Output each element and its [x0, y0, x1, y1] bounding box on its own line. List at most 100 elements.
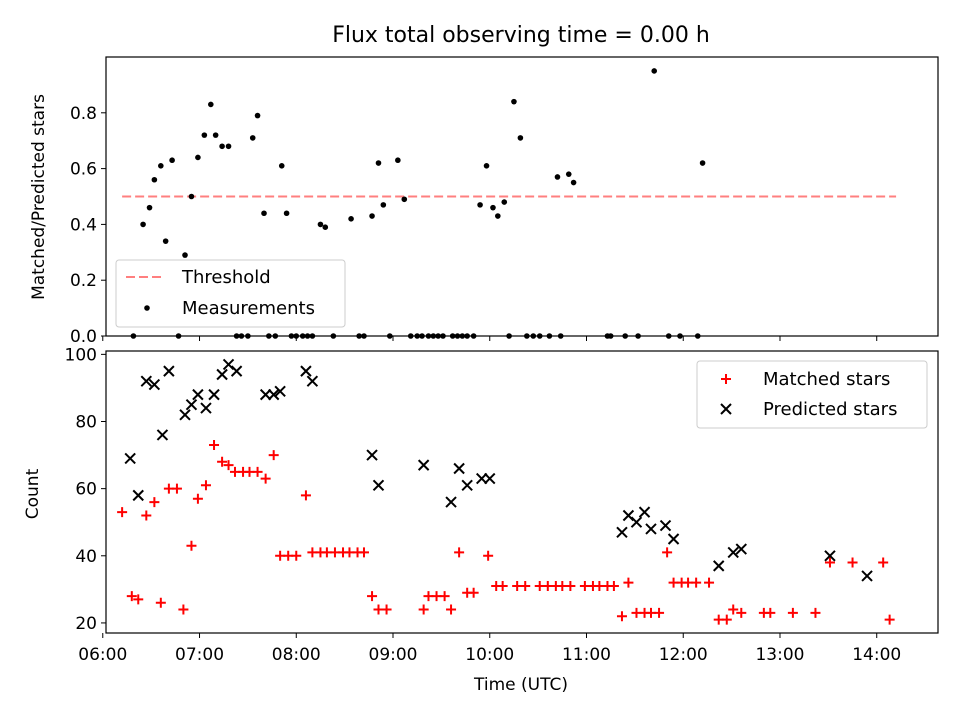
matched-star-point	[291, 550, 302, 561]
matched-star-point	[439, 591, 450, 602]
predicted-star-point	[156, 429, 169, 441]
count-y-tick-label: 100	[65, 345, 97, 365]
count-y-tick-label: 40	[75, 547, 97, 567]
measurement-point	[158, 163, 164, 169]
count-y-tick-label: 60	[75, 480, 97, 500]
measurement-point	[570, 179, 577, 186]
matched-star-point	[616, 611, 627, 622]
measurement-point	[395, 157, 401, 164]
matched-star-point	[149, 497, 160, 508]
predicted-star-point	[630, 516, 643, 528]
measurement-point	[651, 68, 658, 74]
legend-predicted-label: Predicted stars	[763, 399, 897, 420]
matched-star-point	[200, 480, 211, 491]
measurement-point	[278, 163, 285, 169]
matched-star-point	[178, 604, 189, 615]
matched-star-point	[704, 577, 715, 588]
matched-star-point	[721, 614, 732, 625]
count-y-tick-label: 80	[75, 413, 97, 433]
count-x-tick-label: 12:00	[659, 645, 708, 665]
matched-star-point	[736, 607, 747, 618]
predicted-star-point	[148, 378, 161, 391]
x-axis-label: Time (UTC)	[473, 675, 568, 695]
predicted-star-point	[267, 388, 280, 401]
matched-star-point	[520, 581, 531, 591]
matched-star-point	[662, 547, 673, 558]
legend-measurements-label: Measurements	[182, 298, 315, 319]
matched-star-point	[186, 540, 197, 551]
count-legend-box	[696, 360, 928, 429]
ratio-legend-box	[115, 259, 346, 328]
measurement-point	[490, 204, 496, 211]
predicted-star-point	[200, 402, 212, 414]
matched-star-point	[418, 604, 429, 615]
matched-star-point	[223, 460, 234, 471]
predicted-star-point	[417, 459, 430, 471]
matched-star-point	[878, 557, 889, 568]
measurement-point	[225, 143, 232, 150]
measurement-point	[188, 193, 195, 200]
count-y-axis-label: Count	[23, 468, 43, 519]
measurement-point	[254, 112, 261, 119]
predicted-star-point	[667, 533, 680, 545]
predicted-star-point	[140, 375, 153, 387]
matched-star-point	[483, 550, 494, 561]
matched-star-point	[117, 507, 128, 518]
predicted-star-point	[453, 462, 465, 475]
predicted-star-point	[208, 388, 220, 401]
matched-star-point	[133, 594, 144, 605]
predicted-star-point	[274, 385, 286, 397]
chart-title: Flux total observing time = 0.00 h	[332, 23, 710, 48]
legend-threshold-label: Threshold	[181, 267, 271, 288]
measurement-point	[554, 174, 561, 180]
predicted-star-point	[306, 375, 319, 387]
measurement-point	[283, 210, 290, 217]
legend-measurements-swatch	[144, 305, 150, 311]
measurement-point	[208, 101, 214, 108]
measurement-point	[140, 221, 146, 228]
count-panel-frame	[105, 350, 939, 634]
matched-star-point	[300, 490, 311, 501]
matched-star-point	[171, 483, 182, 494]
matched-star-point	[728, 604, 739, 615]
legend-predicted-marker	[720, 403, 732, 415]
measurement-point	[699, 160, 706, 166]
matched-star-point	[217, 456, 228, 467]
predicted-star-point	[824, 550, 836, 562]
predicted-star-point	[616, 526, 628, 538]
matched-star-point	[468, 587, 479, 598]
count-x-tick-label: 06:00	[78, 645, 127, 665]
predicted-star-point	[300, 365, 312, 377]
count-y-tick-label: 20	[75, 614, 97, 634]
count-panel: 20 40 60 80 100 06:00 07:00 08:00 09:00 10:00 11:…	[23, 345, 939, 695]
measurement-point	[501, 199, 508, 205]
measurement-point	[195, 154, 201, 161]
predicted-star-point	[484, 472, 496, 485]
matched-star-point	[381, 604, 392, 615]
matched-star-point	[824, 557, 835, 568]
measurement-point	[151, 176, 158, 183]
matched-star-point	[497, 581, 508, 591]
ratio-y-tick-label: 0.8	[70, 104, 97, 124]
ratio-y-tick-label: 0.0	[70, 327, 97, 347]
count-x-tick-label: 11:00	[562, 645, 611, 665]
predicted-star-point	[461, 479, 473, 491]
matched-star-point	[654, 607, 665, 618]
ratio-y-axis-label: Matched/Predicted stars	[29, 94, 49, 300]
predicted-star-point	[366, 449, 378, 461]
predicted-star-point	[179, 409, 191, 421]
matched-star-point	[623, 577, 634, 588]
predicted-star-point	[861, 570, 873, 582]
measurement-points	[130, 68, 706, 339]
matched-star-point	[126, 591, 137, 602]
predicted-star-point	[132, 489, 144, 502]
measurement-point	[380, 202, 387, 208]
measurement-point	[517, 135, 524, 141]
matched-star-point	[268, 450, 279, 461]
predicted-star-point	[185, 399, 198, 411]
matched-star-point	[209, 440, 220, 450]
matched-star-point	[155, 597, 166, 608]
ratio-legend: Threshold Measurements	[115, 259, 346, 328]
predicted-star-point	[124, 452, 136, 465]
